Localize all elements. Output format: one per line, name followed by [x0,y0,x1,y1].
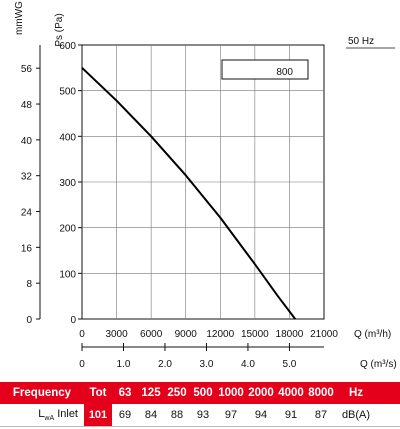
q-m3h-tick-label: 6000 [140,329,163,340]
mmwg-tick-label: 48 [21,100,33,111]
tot-value: 101 [84,404,112,426]
mmwg-tick-label: 32 [21,172,33,183]
band-value: 84 [144,409,158,421]
q-m3h-tick-label: 12000 [206,329,234,340]
q-m3h-tick-label: 9000 [175,329,198,340]
pa-tick-label: 400 [59,132,76,143]
pa-tick-label: 200 [59,224,76,235]
band-header: 4000 [278,387,304,399]
pa-tick-label: 100 [59,269,76,280]
band-header: 63 [118,387,132,399]
sound-table: Frequency Tot 63 125 250 500 1000 2000 4… [0,382,400,427]
pa-tick-label: 500 [59,87,76,98]
table-data-row: LwA Inlet 101 69 84 88 93 97 94 91 87 dB… [0,404,400,427]
unit-header: Hz [348,387,364,399]
q-m3h-tick-label: 3000 [105,329,128,340]
pa-axis-title: Ps (Pa) [54,13,65,46]
model-label: 800 [276,67,293,78]
q-m3s-tick-label: 5.0 [282,359,296,370]
performance-curve [81,67,296,320]
q-m3s-tick-label: 2.0 [158,359,172,370]
band-header: 250 [167,387,187,399]
q-m3s-tick-label: 1.0 [117,359,131,370]
mmwg-tick-label: 56 [21,64,33,75]
mmwg-tick-label: 8 [26,279,32,290]
frequency-header: Frequency [12,387,72,399]
q-m3s-tick-label: 3.0 [200,359,214,370]
band-value: 91 [284,409,298,421]
q-m3h-tick-label: 0 [79,329,85,340]
mmwg-tick-label: 24 [21,208,33,219]
band-value: 87 [314,409,328,421]
band-value: 93 [196,409,210,421]
pa-tick-label: 0 [70,315,76,326]
mmwg-axis-title: mmWG [14,1,25,35]
tot-header: Tot [89,387,107,399]
band-header: 500 [193,387,213,399]
band-value: 88 [170,409,184,421]
q-m3h-axis-title: Q (m³/h) [354,329,391,340]
band-value: 97 [224,409,238,421]
pa-tick-label: 300 [59,178,76,189]
band-header: 125 [141,387,161,399]
q-m3s-axis-title: Q (m³/s) [360,359,397,370]
model-box [221,59,309,80]
band-value: 94 [254,409,268,421]
band-header: 2000 [248,387,274,399]
q-m3h-tick-label: 21000 [310,329,338,340]
band-value: 69 [118,409,132,421]
q-m3s-tick-label: 0 [79,359,85,370]
q-m3h-tick-label: 15000 [241,329,269,340]
table-header-row: Frequency Tot 63 125 250 500 1000 2000 4… [0,382,400,404]
q-m3s-tick-label: 4.0 [241,359,255,370]
band-header: 8000 [308,387,334,399]
mmwg-tick-label: 40 [21,136,33,147]
band-header: 1000 [218,387,244,399]
mmwg-tick-label: 16 [21,243,33,254]
unit-value: dB(A) [341,409,371,421]
row-label: LwA Inlet [38,407,78,423]
pa-tick-label: 600 [59,41,76,52]
mmwg-tick-label: 0 [26,315,32,326]
q-m3h-tick-label: 18000 [276,329,304,340]
frequency-label: 50 Hz [348,36,374,47]
